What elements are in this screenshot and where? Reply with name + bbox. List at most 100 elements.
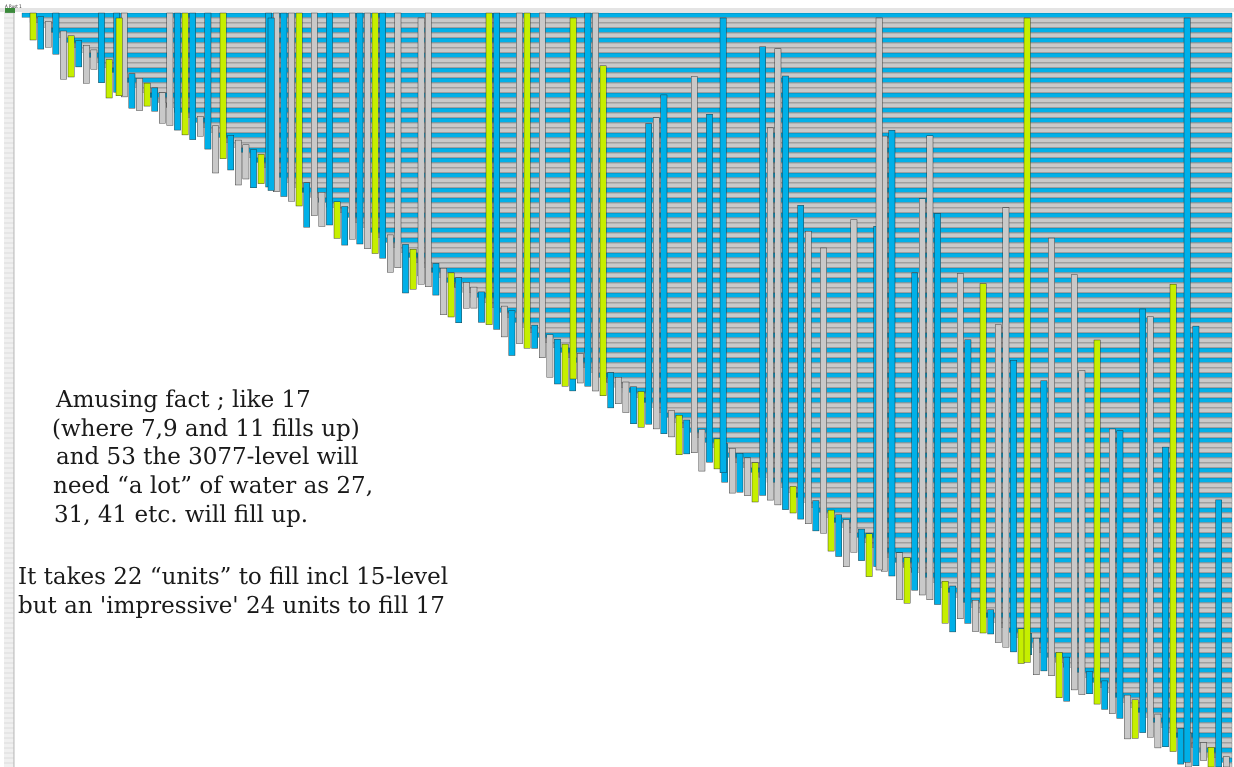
row-header-strip [4,12,14,767]
water-column [972,600,979,632]
water-column [1207,747,1215,767]
water-column [174,12,181,131]
water-row [21,12,1233,18]
water-column [683,419,690,455]
water-row [1167,727,1233,733]
water-column [402,244,409,294]
water-column [675,415,683,456]
water-column [637,391,645,428]
water-column [653,117,660,430]
water-column [615,377,622,404]
water-column [219,12,227,159]
water-row [142,87,1233,93]
water-row [662,412,1233,418]
water-column [789,486,797,514]
water-column [1101,680,1108,710]
water-column [1063,656,1070,702]
water-column [903,557,911,604]
water-column [1162,446,1169,748]
water-column [326,12,333,226]
long-water-column [417,17,425,285]
water-column [698,429,706,472]
water-row [1015,632,1233,638]
water-column [584,12,592,387]
water-row [718,447,1233,453]
water-column [805,230,812,525]
water-column [1002,207,1010,648]
water-row [510,317,1233,323]
water-column [660,94,668,434]
water-column [1169,284,1177,752]
water-column [843,519,850,567]
water-column [90,49,98,70]
water-column [622,381,630,413]
column-header-strip [0,8,1234,12]
long-water-column [1023,17,1031,663]
water-column [82,45,90,84]
water-row [446,277,1233,283]
water-column [523,12,531,349]
water-column [774,48,782,506]
water-row [93,57,1233,63]
water-column [311,12,318,216]
name-box[interactable]: A Rust 1 [5,4,22,9]
water-column [546,334,554,378]
water-column [729,448,736,494]
water-column [333,201,341,239]
water-column [736,453,744,493]
water-column [143,82,151,107]
water-column [1146,316,1154,738]
long-water-column [719,17,727,473]
selected-cell[interactable] [5,8,15,13]
water-row [438,272,1233,278]
water-column [128,73,136,109]
water-column [189,12,197,140]
water-column [713,438,721,470]
water-column [911,272,918,591]
water-column [1177,728,1184,765]
water-column [204,12,212,150]
water-column [60,30,67,80]
water-column [934,213,941,605]
water-row [462,287,1233,293]
water-row [270,167,1233,173]
water-column [463,282,470,309]
water-row [1031,642,1233,648]
water-column [447,272,455,318]
water-row [61,37,1233,43]
row-number-ticks [4,12,14,764]
water-column [1154,713,1162,749]
water-row [85,52,1233,58]
water-column [364,12,371,249]
water-column [1116,430,1124,719]
water-column [1040,380,1048,672]
water-row [166,102,1233,108]
water-column [105,59,113,99]
water-column [288,12,295,202]
water-row [742,462,1233,468]
water-column [45,21,52,48]
water-column [1048,237,1055,676]
water-row [574,357,1233,363]
water-column [812,500,820,532]
water-column [1108,428,1116,714]
water-column [531,324,538,349]
water-column [577,353,584,384]
water-column [668,410,675,438]
water-column [212,125,219,174]
water-row [502,312,1233,318]
water-column [1055,652,1063,698]
water-column [455,277,463,324]
water-column [554,339,561,385]
water-column [1124,694,1131,740]
water-row [246,152,1233,158]
water-column [759,46,766,496]
water-column [371,12,379,254]
water-column [1010,360,1017,653]
long-water-column [115,17,123,96]
water-column [1070,274,1078,691]
water-column [607,372,614,409]
water-row [262,162,1233,168]
water-column [501,305,508,338]
